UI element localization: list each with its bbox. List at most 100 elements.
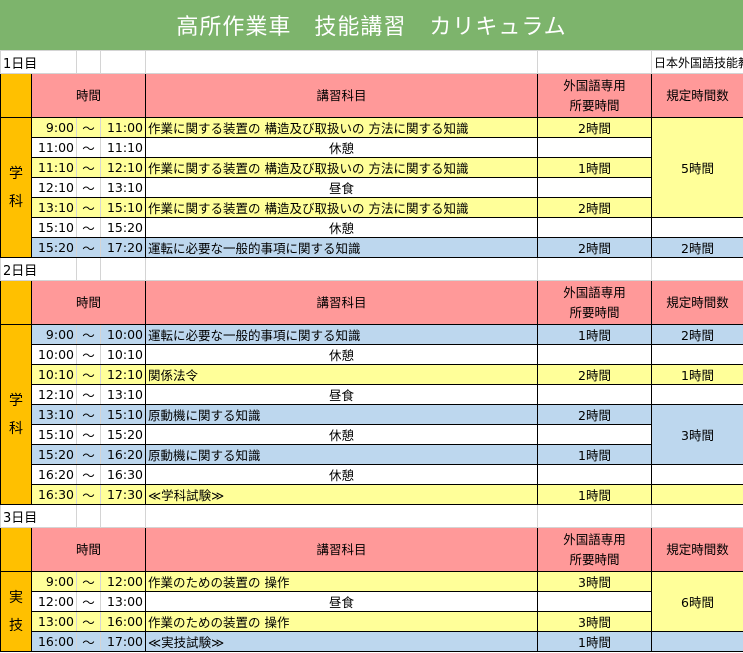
tilde: ～ <box>76 324 101 345</box>
page-title: 高所作業車 技能講習 カリキュラム <box>0 0 743 50</box>
start-time: 9:00 <box>31 324 77 345</box>
subject: 作業に関する装置の 構造及び取扱いの 方法に関する知識 <box>145 117 538 138</box>
required-hours: 6時間 <box>651 571 743 632</box>
tilde: ～ <box>76 484 101 505</box>
curriculum-table: 1日目日本外国語技能教習センター株式会社時間講習科目外国語専用 所要時間規定時間… <box>0 50 743 652</box>
empty-cell <box>651 257 743 281</box>
schedule-row: 15:10 ～ 15:20 休憩 <box>1 217 743 238</box>
empty-cell <box>100 50 146 74</box>
header-row: 時間 講習科目 外国語専用 所要時間 規定時間数 <box>0 280 743 325</box>
end-time: 13:00 <box>100 591 146 612</box>
foreign-hours-header: 外国語専用 所要時間 <box>537 527 652 572</box>
foreign-hours <box>537 424 652 445</box>
break-label: 昼食 <box>145 591 538 612</box>
tilde: ～ <box>76 197 101 218</box>
required-hours <box>651 217 743 238</box>
empty-cell <box>651 504 743 528</box>
break-label: 昼食 <box>145 177 538 198</box>
subject: 原動機に関する知識 <box>145 444 538 465</box>
foreign-hours: 3時間 <box>537 611 652 632</box>
end-time: 10:00 <box>100 324 146 345</box>
start-time: 10:00 <box>31 344 77 365</box>
foreign-hours <box>537 177 652 198</box>
break-label: 昼食 <box>145 384 538 405</box>
schedule-row: 学 科 9:00 ～ 11:00 作業に関する装置の 構造及び取扱いの 方法に関する知識… <box>0 117 743 258</box>
end-time: 13:10 <box>100 177 146 198</box>
empty-cell <box>76 50 101 74</box>
tilde: ～ <box>76 177 101 198</box>
subject-header: 講習科目 <box>145 73 538 118</box>
schedule-row: 学 科 9:00 ～ 10:00 運転に必要な一般的事項に関する知識 1時間 2時間 <box>0 324 743 505</box>
category-cell: 学 科 <box>0 117 32 258</box>
schedule-row: 10:00 ～ 10:10 休憩 <box>1 344 743 365</box>
subject: 運転に必要な一般的事項に関する知識 <box>145 237 538 258</box>
end-time: 16:20 <box>100 444 146 465</box>
end-time: 12:10 <box>100 157 146 178</box>
required-hours: 3時間 <box>651 404 743 465</box>
foreign-hours: 1時間 <box>537 444 652 465</box>
header-row: 時間 講習科目 外国語専用 所要時間 規定時間数 <box>0 73 743 118</box>
required-hours: 1時間 <box>651 364 743 385</box>
start-time: 11:10 <box>31 157 77 178</box>
subject: 関係法令 <box>145 364 538 385</box>
start-time: 13:10 <box>31 197 77 218</box>
schedule-row: 11:10 ～ 12:10 作業に関する装置の 構造及び取扱いの 方法に関する知識 1時… <box>1 157 743 178</box>
category-header <box>0 527 32 572</box>
required-hours <box>651 464 743 485</box>
foreign-hours <box>537 384 652 405</box>
subject-header: 講習科目 <box>145 527 538 572</box>
end-time: 17:30 <box>100 484 146 505</box>
category-cell: 学 科 <box>0 324 32 505</box>
empty-cell <box>100 257 146 281</box>
category-cell: 実 技 <box>0 571 32 652</box>
tilde: ～ <box>76 444 101 465</box>
start-time: 12:00 <box>31 591 77 612</box>
schedule-row: 12:10 ～ 13:10 昼食 <box>1 177 743 198</box>
end-time: 15:10 <box>100 197 146 218</box>
foreign-hours: 1時間 <box>537 631 652 652</box>
end-time: 16:30 <box>100 464 146 485</box>
schedule-row: 10:10 ～ 12:10 関係法令 2時間 1時間 <box>1 364 743 385</box>
empty-cell <box>537 50 652 74</box>
required-hours <box>651 384 743 405</box>
end-time: 12:10 <box>100 364 146 385</box>
subject: 作業に関する装置の 構造及び取扱いの 方法に関する知識 <box>145 157 538 178</box>
required-hours: 2時間 <box>651 237 743 258</box>
start-time: 16:00 <box>31 631 77 652</box>
schedule-row: 15:10 ～ 15:20 休憩 <box>1 424 743 445</box>
foreign-hours <box>537 344 652 365</box>
foreign-hours-header: 外国語専用 所要時間 <box>537 280 652 325</box>
tilde: ～ <box>76 404 101 425</box>
end-time: 11:10 <box>100 137 146 158</box>
break-label: 休憩 <box>145 217 538 238</box>
foreign-hours <box>537 217 652 238</box>
start-time: 12:10 <box>31 177 77 198</box>
schedule-row: 13:10 ～ 15:10 作業に関する装置の 構造及び取扱いの 方法に関する知識 2時… <box>1 197 743 218</box>
empty-cell <box>145 257 538 281</box>
schedule-row: 16:00 ～ 17:00 ≪実技試験≫ 1時間 <box>1 631 743 652</box>
schedule-row: 16:30 ～ 17:30 ≪学科試験≫ 1時間 <box>1 484 743 505</box>
day-label: 1日目 <box>0 50 77 74</box>
tilde: ～ <box>76 464 101 485</box>
foreign-hours: 1時間 <box>537 484 652 505</box>
day-label-row: 1日目 日本外国語技能教習センター株式会社 <box>0 50 743 74</box>
tilde: ～ <box>76 424 101 445</box>
tilde: ～ <box>76 344 101 365</box>
empty-cell <box>76 504 101 528</box>
subject: ≪実技試験≫ <box>145 631 538 652</box>
subject: ≪学科試験≫ <box>145 484 538 505</box>
break-label: 休憩 <box>145 137 538 158</box>
foreign-hours: 2時間 <box>537 237 652 258</box>
schedule-row: 15:20 ～ 17:20 運転に必要な一般的事項に関する知識 2時間 2時間 <box>1 237 743 258</box>
foreign-hours <box>537 591 652 612</box>
tilde: ～ <box>76 384 101 405</box>
schedule-row: 12:10 ～ 13:10 昼食 <box>1 384 743 405</box>
foreign-hours <box>537 137 652 158</box>
required-hours-header: 規定時間数 <box>651 73 743 118</box>
start-time: 9:00 <box>31 571 77 592</box>
end-time: 13:10 <box>100 384 146 405</box>
tilde: ～ <box>76 137 101 158</box>
break-label: 休憩 <box>145 344 538 365</box>
day-label: 2日目 <box>0 257 77 281</box>
end-time: 17:00 <box>100 631 146 652</box>
